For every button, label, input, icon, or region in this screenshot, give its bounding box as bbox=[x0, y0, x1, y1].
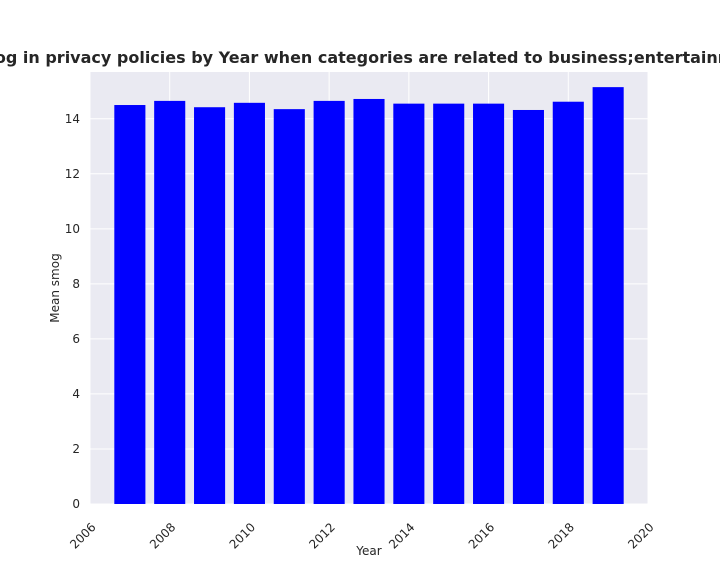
y-tick-label-4: 4 bbox=[72, 387, 80, 401]
bar-2008 bbox=[154, 100, 186, 504]
x-axis-label: Year bbox=[355, 544, 381, 558]
y-tick-labels: 0 2 4 6 8 10 12 14 bbox=[65, 112, 80, 511]
x-tick-label-2014: 2014 bbox=[386, 520, 417, 551]
y-tick-label-6: 6 bbox=[72, 332, 80, 346]
bar-2015 bbox=[433, 103, 465, 504]
chart-title: Mean smog in privacy policies by Year wh… bbox=[0, 48, 720, 67]
y-tick-label-12: 12 bbox=[65, 167, 80, 181]
bar-2019 bbox=[592, 87, 624, 504]
bars bbox=[114, 87, 624, 505]
x-tick-label-2012: 2012 bbox=[306, 520, 337, 551]
bar-2012 bbox=[313, 100, 345, 504]
bar-2007 bbox=[114, 105, 146, 505]
x-tick-label-2006: 2006 bbox=[67, 520, 98, 551]
y-axis-label: Mean smog bbox=[48, 253, 62, 322]
x-tick-label-2020: 2020 bbox=[625, 520, 656, 551]
bar-2013 bbox=[353, 98, 385, 504]
bar-2014 bbox=[393, 103, 425, 504]
x-tick-label-2008: 2008 bbox=[147, 520, 178, 551]
y-tick-label-8: 8 bbox=[72, 277, 80, 291]
y-tick-label-2: 2 bbox=[72, 442, 80, 456]
bar-2017 bbox=[512, 109, 544, 504]
bar-2009 bbox=[194, 107, 226, 504]
bar-2018 bbox=[552, 101, 584, 504]
bar-2011 bbox=[273, 109, 305, 505]
y-tick-label-0: 0 bbox=[72, 497, 80, 511]
x-tick-label-2018: 2018 bbox=[545, 520, 576, 551]
y-tick-label-10: 10 bbox=[65, 222, 80, 236]
y-tick-label-14: 14 bbox=[65, 112, 80, 126]
bar-2010 bbox=[233, 102, 265, 504]
bar-2016 bbox=[473, 103, 505, 504]
x-tick-label-2016: 2016 bbox=[466, 520, 497, 551]
x-tick-label-2010: 2010 bbox=[227, 520, 258, 551]
